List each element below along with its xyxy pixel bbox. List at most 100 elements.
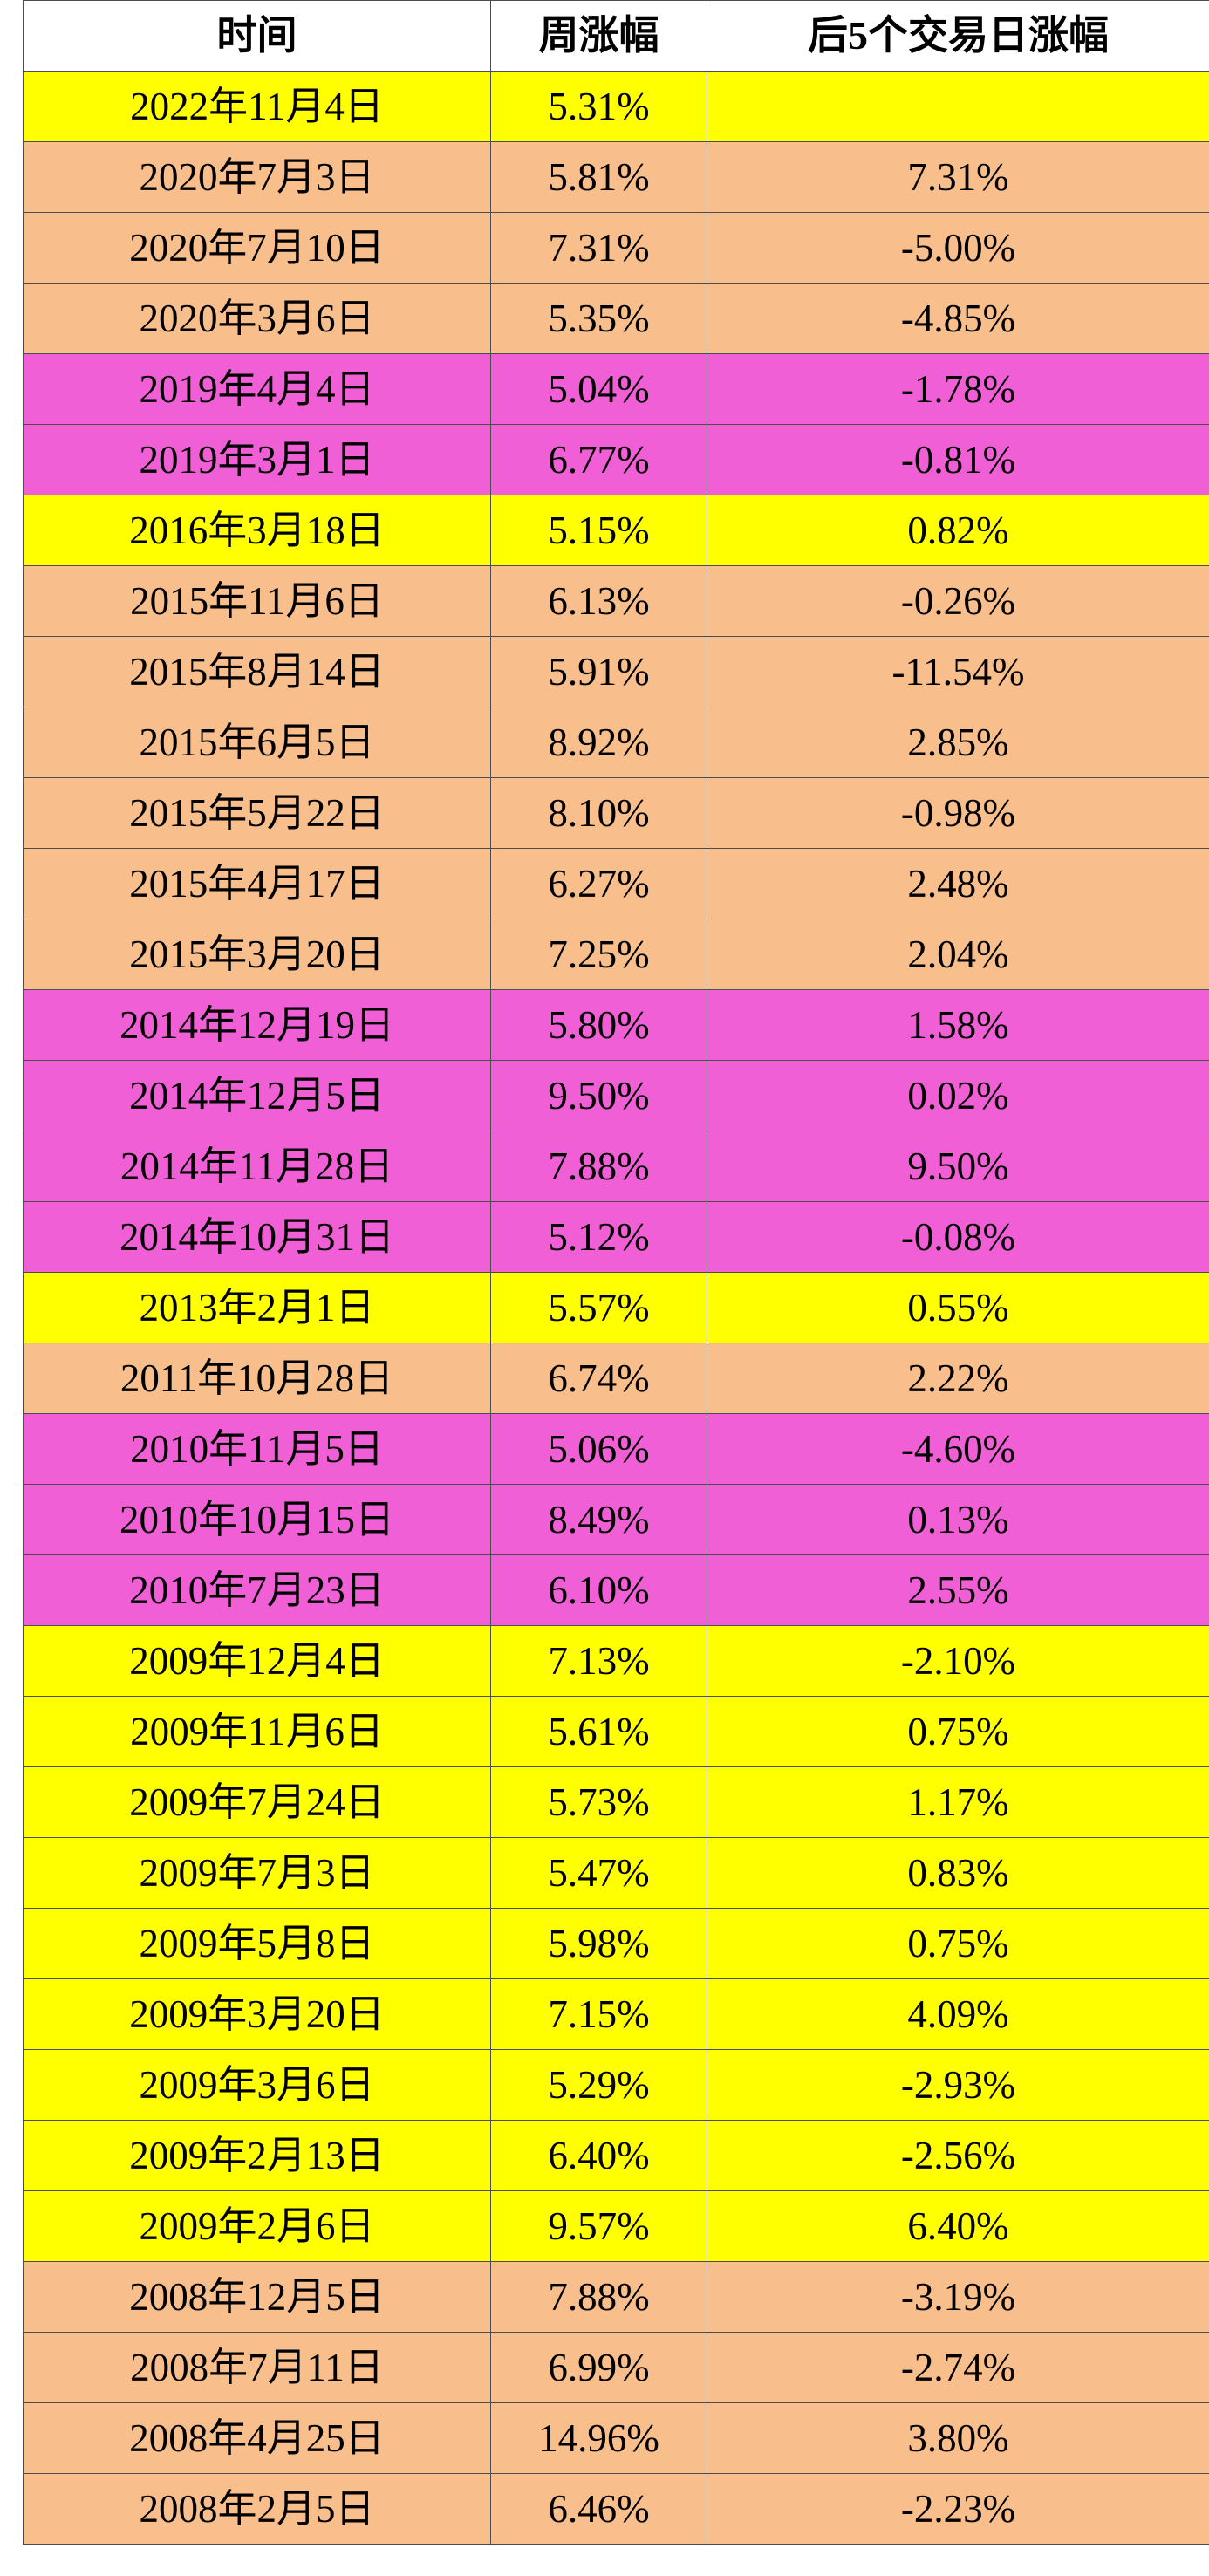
week-change-cell: 5.47%	[490, 1837, 707, 1909]
table-row: 2014年10月31日 5.12% -0.08%	[23, 1201, 1209, 1273]
next5-change-cell: -0.81%	[707, 424, 1209, 495]
date-cell: 2015年5月22日	[23, 777, 491, 849]
week-change-cell: 8.92%	[490, 707, 707, 778]
next5-change-cell: -0.26%	[707, 565, 1209, 637]
week-change-cell: 7.25%	[490, 919, 707, 990]
table-row: 2009年3月6日 5.29% -2.93%	[23, 2049, 1209, 2121]
date-cell: 2013年2月1日	[23, 1272, 491, 1343]
week-change-cell: 5.12%	[490, 1201, 707, 1273]
week-change-cell: 5.29%	[490, 2049, 707, 2121]
date-cell: 2008年7月11日	[23, 2332, 491, 2403]
table-row: 2009年7月3日 5.47% 0.83%	[23, 1837, 1209, 1909]
date-cell: 2010年11月5日	[23, 1413, 491, 1485]
next5-change-cell: -2.23%	[707, 2473, 1209, 2545]
week-change-cell: 5.35%	[490, 283, 707, 354]
date-cell: 2008年2月5日	[23, 2473, 491, 2545]
week-change-cell: 6.74%	[490, 1343, 707, 1414]
week-change-cell: 14.96%	[490, 2402, 707, 2474]
next5-change-cell: 2.55%	[707, 1554, 1209, 1626]
table-row: 2020年3月6日 5.35% -4.85%	[23, 283, 1209, 354]
week-change-cell: 6.10%	[490, 1554, 707, 1626]
table-row: 2019年3月1日 6.77% -0.81%	[23, 424, 1209, 495]
date-cell: 2009年11月6日	[23, 1696, 491, 1767]
date-cell: 2014年10月31日	[23, 1201, 491, 1273]
table-row: 2009年2月13日 6.40% -2.56%	[23, 2120, 1209, 2191]
table-body: 2022年11月4日 5.31% 2020年7月3日 5.81% 7.31% 2020年7…	[23, 71, 1209, 2545]
next5-change-cell: 0.02%	[707, 1060, 1209, 1131]
date-cell: 2014年11月28日	[23, 1131, 491, 1202]
week-change-cell: 7.31%	[490, 212, 707, 284]
week-change-cell: 6.99%	[490, 2332, 707, 2403]
next5-change-cell: 0.83%	[707, 1837, 1209, 1909]
date-cell: 2008年12月5日	[23, 2261, 491, 2333]
week-change-cell: 9.57%	[490, 2190, 707, 2262]
week-change-cell: 5.15%	[490, 495, 707, 566]
date-cell: 2009年2月6日	[23, 2190, 491, 2262]
next5-change-cell: 1.58%	[707, 989, 1209, 1061]
table-row: 2015年6月5日 8.92% 2.85%	[23, 707, 1209, 778]
date-cell: 2022年11月4日	[23, 71, 491, 142]
header-date: 时间	[23, 0, 491, 72]
table-row: 2008年4月25日 14.96% 3.80%	[23, 2402, 1209, 2474]
table-row: 2015年8月14日 5.91% -11.54%	[23, 636, 1209, 707]
table-row: 2014年11月28日 7.88% 9.50%	[23, 1131, 1209, 1202]
table-row: 2020年7月3日 5.81% 7.31%	[23, 141, 1209, 213]
table-row: 2011年10月28日 6.74% 2.22%	[23, 1343, 1209, 1414]
date-cell: 2019年4月4日	[23, 353, 491, 425]
week-change-cell: 5.04%	[490, 353, 707, 425]
week-change-cell: 6.27%	[490, 848, 707, 919]
table-row: 2010年11月5日 5.06% -4.60%	[23, 1413, 1209, 1485]
next5-change-cell: 0.82%	[707, 495, 1209, 566]
date-cell: 2009年3月6日	[23, 2049, 491, 2121]
table-row: 2020年7月10日 7.31% -5.00%	[23, 212, 1209, 284]
week-change-cell: 5.06%	[490, 1413, 707, 1485]
date-cell: 2014年12月19日	[23, 989, 491, 1061]
date-cell: 2014年12月5日	[23, 1060, 491, 1131]
next5-change-cell: -2.56%	[707, 2120, 1209, 2191]
table-row: 2009年7月24日 5.73% 1.17%	[23, 1766, 1209, 1838]
table-row: 2014年12月19日 5.80% 1.58%	[23, 989, 1209, 1061]
week-change-cell: 6.40%	[490, 2120, 707, 2191]
next5-change-cell: -2.10%	[707, 1625, 1209, 1697]
table-row: 2009年5月8日 5.98% 0.75%	[23, 1908, 1209, 1979]
next5-change-cell: -4.60%	[707, 1413, 1209, 1485]
next5-change-cell: -0.98%	[707, 777, 1209, 849]
week-change-cell: 5.98%	[490, 1908, 707, 1979]
table-row: 2009年2月6日 9.57% 6.40%	[23, 2190, 1209, 2262]
date-cell: 2010年10月15日	[23, 1484, 491, 1555]
date-cell: 2015年11月6日	[23, 565, 491, 637]
date-cell: 2015年8月14日	[23, 636, 491, 707]
week-change-cell: 5.61%	[490, 1696, 707, 1767]
header-next5-change: 后5个交易日涨幅	[707, 0, 1209, 72]
table-row: 2009年12月4日 7.13% -2.10%	[23, 1625, 1209, 1697]
week-change-cell: 5.91%	[490, 636, 707, 707]
week-change-cell: 6.13%	[490, 565, 707, 637]
table-row: 2015年4月17日 6.27% 2.48%	[23, 848, 1209, 919]
next5-change-cell: -2.74%	[707, 2332, 1209, 2403]
date-cell: 2010年7月23日	[23, 1554, 491, 1626]
next5-change-cell: -1.78%	[707, 353, 1209, 425]
date-cell: 2009年3月20日	[23, 1978, 491, 2050]
next5-change-cell: 2.85%	[707, 707, 1209, 778]
week-change-cell: 7.13%	[490, 1625, 707, 1697]
week-change-cell: 7.88%	[490, 1131, 707, 1202]
table-row: 2008年12月5日 7.88% -3.19%	[23, 2261, 1209, 2333]
week-change-cell: 9.50%	[490, 1060, 707, 1131]
next5-change-cell: 2.22%	[707, 1343, 1209, 1414]
table-row: 2022年11月4日 5.31%	[23, 71, 1209, 142]
weekly-gain-table: 时间 周涨幅 后5个交易日涨幅 2022年11月4日 5.31% 2020年7月3日…	[23, 0, 1209, 2545]
week-change-cell: 7.88%	[490, 2261, 707, 2333]
week-change-cell: 6.46%	[490, 2473, 707, 2545]
date-cell: 2019年3月1日	[23, 424, 491, 495]
next5-change-cell: 0.75%	[707, 1908, 1209, 1979]
table-row: 2009年3月20日 7.15% 4.09%	[23, 1978, 1209, 2050]
date-cell: 2015年4月17日	[23, 848, 491, 919]
next5-change-cell: 2.48%	[707, 848, 1209, 919]
date-cell: 2008年4月25日	[23, 2402, 491, 2474]
next5-change-cell: 3.80%	[707, 2402, 1209, 2474]
table-row: 2010年7月23日 6.10% 2.55%	[23, 1554, 1209, 1626]
next5-change-cell	[707, 71, 1209, 142]
week-change-cell: 6.77%	[490, 424, 707, 495]
table-row: 2013年2月1日 5.57% 0.55%	[23, 1272, 1209, 1343]
